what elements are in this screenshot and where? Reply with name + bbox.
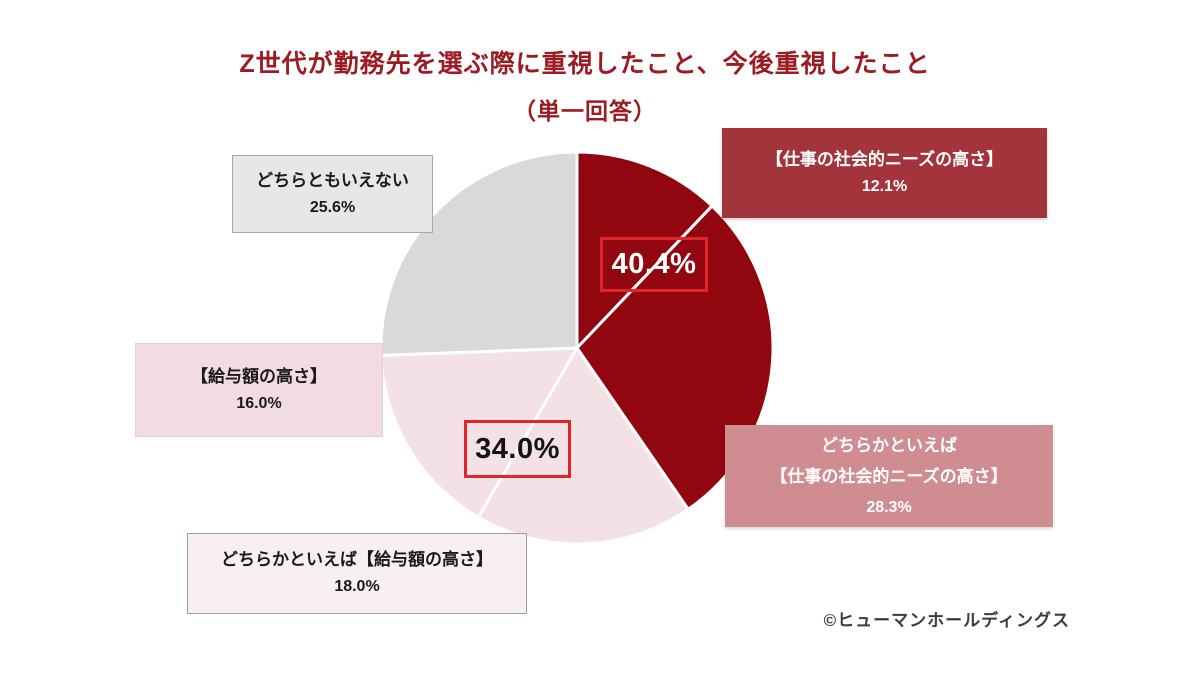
- label-box-salary: 【給与額の高さ】 16.0%: [135, 343, 383, 437]
- copyright-credit: ©ヒューマンホールディングス: [823, 611, 1070, 630]
- label-social-pct: 12.1%: [861, 177, 908, 195]
- chart-title: Z世代が勤務先を選ぶ際に重視したこと、今後重視したこと: [239, 50, 931, 78]
- label-box-rather-social: どちらかといえば 【仕事の社会的ニーズの高さ】 28.3%: [725, 425, 1053, 527]
- pie-slice-1: [575, 204, 775, 511]
- pie-slice-0: [575, 150, 714, 350]
- label-rather-social-line1: どちらかといえば: [821, 435, 957, 455]
- label-neither-pct: 25.6%: [309, 198, 356, 216]
- label-box-social-needs: 【仕事の社会的ニーズの高さ】 12.1%: [722, 128, 1047, 218]
- pie-slice-4: [379, 150, 579, 357]
- highlight-social-total-value: 40.4%: [611, 248, 697, 280]
- label-salary-text: 【給与額の高さ】: [191, 366, 327, 386]
- label-rather-social-line2: 【仕事の社会的ニーズの高さ】: [770, 467, 1008, 487]
- highlight-salary-total: 34.0%: [464, 420, 571, 478]
- chart-title-block: Z世代が勤務先を選ぶ際に重視したこと、今後重視したこと （単一回答）: [0, 44, 1170, 126]
- label-rather-social-pct: 28.3%: [866, 498, 912, 516]
- highlight-social-total: 40.4%: [600, 237, 708, 292]
- label-rather-salary-text: どちらかといえば【給与額の高さ】: [221, 550, 493, 570]
- chart-subtitle: （単一回答）: [513, 98, 657, 124]
- label-box-rather-salary: どちらかといえば【給与額の高さ】 18.0%: [187, 533, 527, 614]
- pie-slice-2: [476, 346, 690, 546]
- label-salary-pct: 16.0%: [236, 394, 282, 412]
- highlight-salary-total-value: 34.0%: [475, 432, 560, 465]
- label-box-neither: どちらともいえない 25.6%: [232, 155, 433, 233]
- label-rather-salary-pct: 18.0%: [334, 578, 380, 596]
- label-neither-text: どちらともいえない: [256, 170, 409, 190]
- label-social-text: 【仕事の社会的ニーズの高さ】: [765, 149, 1004, 169]
